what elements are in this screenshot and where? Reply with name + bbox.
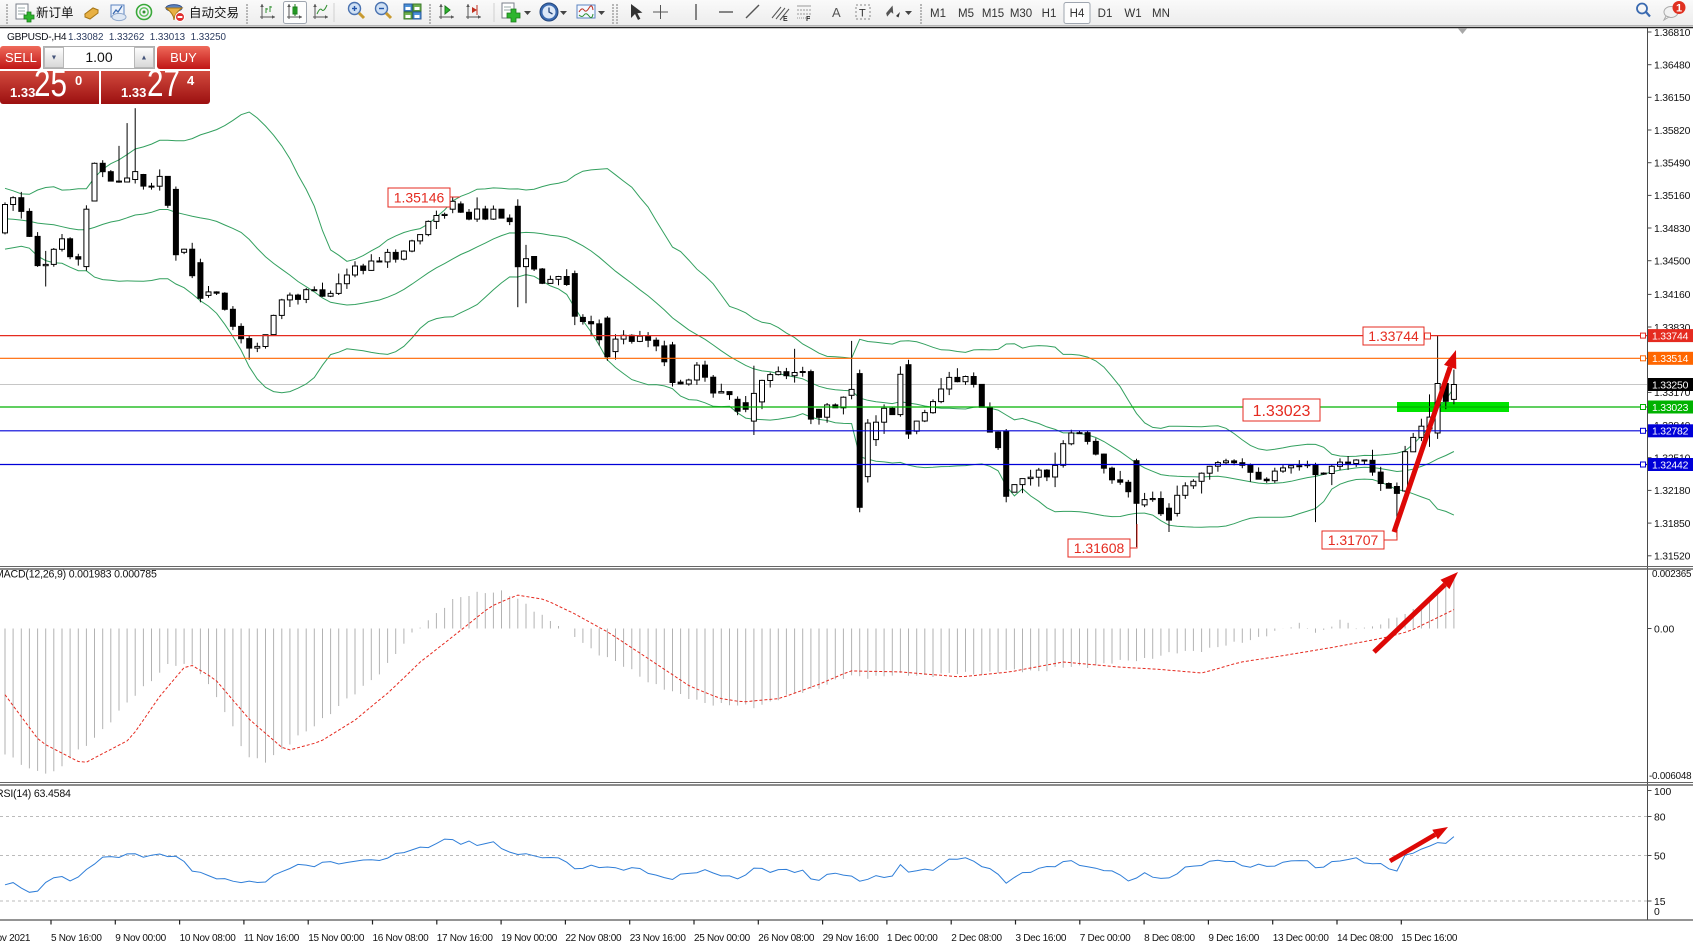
svg-text:1.34830: 1.34830 xyxy=(1654,224,1691,235)
svg-text:1: 1 xyxy=(1676,3,1682,15)
svg-text:1.33744: 1.33744 xyxy=(1652,331,1689,342)
svg-text:M5: M5 xyxy=(958,8,974,20)
svg-text:29 Nov 16:00: 29 Nov 16:00 xyxy=(823,933,880,944)
svg-text:0.00: 0.00 xyxy=(1654,624,1674,635)
svg-text:8 Dec 08:00: 8 Dec 08:00 xyxy=(1144,933,1195,944)
svg-text:0: 0 xyxy=(1654,907,1660,918)
svg-text:自动交易: 自动交易 xyxy=(189,5,239,20)
svg-text:80: 80 xyxy=(1654,812,1666,823)
svg-text:9 Dec 16:00: 9 Dec 16:00 xyxy=(1208,933,1259,944)
svg-text:1.35820: 1.35820 xyxy=(1654,126,1691,137)
svg-text:1.33023: 1.33023 xyxy=(1253,403,1311,420)
svg-text:1.32442: 1.32442 xyxy=(1652,460,1689,471)
svg-text:1.31608: 1.31608 xyxy=(1074,540,1125,556)
svg-text:1.32180: 1.32180 xyxy=(1654,486,1691,497)
svg-text:T: T xyxy=(859,8,866,20)
svg-text:E: E xyxy=(783,16,788,23)
svg-text:1.34500: 1.34500 xyxy=(1654,257,1691,268)
svg-text:D1: D1 xyxy=(1098,8,1113,20)
svg-text:F: F xyxy=(806,16,811,23)
svg-text:5 Nov 16:00: 5 Nov 16:00 xyxy=(51,933,102,944)
svg-text:W1: W1 xyxy=(1124,8,1141,20)
svg-text:23 Nov 16:00: 23 Nov 16:00 xyxy=(630,933,687,944)
svg-text:4 Nov 2021: 4 Nov 2021 xyxy=(0,933,31,944)
svg-text:14 Dec 08:00: 14 Dec 08:00 xyxy=(1337,933,1394,944)
svg-text:0.002365: 0.002365 xyxy=(1652,569,1692,580)
svg-text:1.33830: 1.33830 xyxy=(1654,323,1691,334)
svg-text:1.35160: 1.35160 xyxy=(1654,191,1691,202)
svg-text:2 Dec 08:00: 2 Dec 08:00 xyxy=(951,933,1002,944)
svg-text:50: 50 xyxy=(1654,851,1666,862)
svg-text:100: 100 xyxy=(1654,787,1672,798)
svg-text:H4: H4 xyxy=(1070,8,1085,20)
svg-text:1.31850: 1.31850 xyxy=(1654,519,1691,530)
svg-text:1.33744: 1.33744 xyxy=(1368,328,1419,344)
svg-text:15 Dec 16:00: 15 Dec 16:00 xyxy=(1401,933,1458,944)
svg-text:1.35146: 1.35146 xyxy=(394,190,445,206)
svg-text:1.33082 1.33262 1.33013 1.3: 1.33082 1.33262 1.33013 1.33250 xyxy=(68,32,227,43)
svg-text:13 Dec 00:00: 13 Dec 00:00 xyxy=(1273,933,1330,944)
svg-text:1.36480: 1.36480 xyxy=(1654,61,1691,72)
svg-text:1.36150: 1.36150 xyxy=(1654,93,1691,104)
svg-text:22 Nov 08:00: 22 Nov 08:00 xyxy=(565,933,622,944)
svg-text:-0.006048: -0.006048 xyxy=(1649,771,1692,782)
svg-text:1.35490: 1.35490 xyxy=(1654,159,1691,170)
svg-text:9 Nov 00:00: 9 Nov 00:00 xyxy=(115,933,166,944)
svg-text:10 Nov 08:00: 10 Nov 08:00 xyxy=(180,933,237,944)
svg-text:GBPUSD-,H4: GBPUSD-,H4 xyxy=(7,32,67,43)
svg-text:11 Nov 16:00: 11 Nov 16:00 xyxy=(244,933,300,944)
svg-text:A: A xyxy=(832,5,841,20)
svg-text:15 Nov 00:00: 15 Nov 00:00 xyxy=(308,933,365,944)
svg-text:16 Nov 08:00: 16 Nov 08:00 xyxy=(373,933,430,944)
svg-text:1.33514: 1.33514 xyxy=(1652,354,1689,365)
svg-text:1.31520: 1.31520 xyxy=(1654,552,1691,563)
svg-text:MACD(12,26,9) 0.001983 0.00078: MACD(12,26,9) 0.001983 0.000785 xyxy=(0,569,157,581)
svg-text:1.33023: 1.33023 xyxy=(1652,403,1689,414)
svg-text:1.34160: 1.34160 xyxy=(1654,290,1691,301)
svg-text:7 Dec 00:00: 7 Dec 00:00 xyxy=(1080,933,1131,944)
svg-text:1.31707: 1.31707 xyxy=(1328,532,1379,548)
svg-text:1.36810: 1.36810 xyxy=(1654,28,1691,39)
svg-text:RSI(14) 63.4584: RSI(14) 63.4584 xyxy=(0,788,71,800)
svg-text:17 Nov 16:00: 17 Nov 16:00 xyxy=(437,933,494,944)
svg-text:25 Nov 00:00: 25 Nov 00:00 xyxy=(694,933,751,944)
svg-text:M15: M15 xyxy=(982,8,1004,20)
svg-text:1 Dec 00:00: 1 Dec 00:00 xyxy=(887,933,938,944)
svg-text:M1: M1 xyxy=(930,8,946,20)
svg-text:19 Nov 00:00: 19 Nov 00:00 xyxy=(501,933,558,944)
svg-text:26 Nov 08:00: 26 Nov 08:00 xyxy=(758,933,815,944)
svg-text:M30: M30 xyxy=(1010,8,1032,20)
svg-text:1.32782: 1.32782 xyxy=(1652,427,1689,438)
svg-text:H1: H1 xyxy=(1042,8,1057,20)
svg-text:3 Dec 16:00: 3 Dec 16:00 xyxy=(1016,933,1067,944)
svg-text:新订单: 新订单 xyxy=(36,5,74,20)
svg-text:MN: MN xyxy=(1152,8,1170,20)
svg-text:15: 15 xyxy=(1654,897,1666,908)
svg-text:1.33250: 1.33250 xyxy=(1652,380,1689,391)
svg-text:1.33170: 1.33170 xyxy=(1654,388,1691,399)
